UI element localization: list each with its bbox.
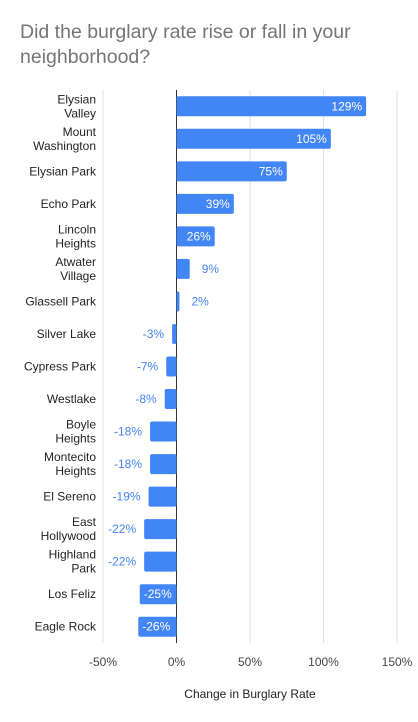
gridlines: [102, 90, 398, 643]
bars: 129% 105% 75% 39% 26% 9% 2% -3% -7% -8% -18% -18% -1…: [108, 96, 367, 637]
data-label: -22%: [108, 555, 136, 569]
data-label: 9%: [202, 262, 220, 276]
bar: [176, 226, 215, 247]
data-label: -18%: [114, 425, 142, 439]
bar: [176, 96, 367, 117]
bar: [144, 551, 177, 572]
bar: [144, 519, 177, 540]
category-label: Cypress Park: [24, 360, 97, 374]
data-label: 2%: [191, 294, 209, 308]
bar: [148, 486, 177, 507]
bar: [150, 421, 177, 442]
x-tick-label: 150%: [382, 655, 413, 669]
category-label: El Sereno: [43, 490, 96, 504]
category-label: Atwater Village: [55, 255, 96, 283]
data-label: -7%: [137, 360, 159, 374]
category-label: Eagle Rock: [35, 620, 97, 634]
bar: [176, 258, 190, 279]
category-label: East Hollywood: [41, 515, 97, 543]
bar: [176, 161, 287, 182]
data-label: -26%: [142, 620, 170, 634]
category-label: Boyle Heights: [55, 418, 96, 446]
bar: [172, 323, 177, 344]
data-label: 26%: [187, 229, 211, 243]
bar: [164, 389, 177, 410]
data-label: 129%: [331, 99, 362, 113]
category-label: Elysian Park: [29, 164, 97, 178]
category-label: Westlake: [47, 392, 96, 406]
category-label: Elysian Valley: [57, 92, 96, 120]
category-label: Lincoln Heights: [55, 222, 96, 250]
category-label: Highland Park: [49, 548, 97, 576]
data-label: 39%: [206, 197, 230, 211]
category-label: Silver Lake: [37, 327, 97, 341]
bar: [139, 584, 177, 605]
data-label: 75%: [259, 164, 283, 178]
bar: [138, 616, 177, 637]
x-tick-label: 100%: [308, 655, 339, 669]
category-label: Los Feliz: [48, 587, 96, 601]
chart-title: Did the burglary rate rise or fall in yo…: [20, 21, 351, 68]
data-label: -3%: [143, 327, 165, 341]
category-labels: Elysian Valley Mount Washington Elysian Park…: [24, 92, 97, 633]
category-label: Echo Park: [41, 197, 97, 211]
bar: [176, 128, 331, 149]
category-label: Glassell Park: [25, 294, 97, 308]
bar: [150, 454, 177, 475]
data-label: -19%: [113, 490, 141, 504]
x-axis-title: Change in Burglary Rate: [184, 687, 316, 701]
data-label: -18%: [114, 457, 142, 471]
data-label: -22%: [108, 522, 136, 536]
category-label: Montecito Heights: [44, 450, 96, 478]
data-label: -8%: [135, 392, 157, 406]
data-label: -25%: [144, 587, 172, 601]
category-label: Mount Washington: [33, 125, 97, 153]
x-tick-label: -50%: [89, 655, 117, 669]
bar: [176, 193, 234, 214]
x-tick-labels: -50% 0% 50% 100% 150%: [89, 655, 413, 669]
x-tick-label: 0%: [168, 655, 186, 669]
bar: [166, 356, 177, 377]
x-tick-label: 50%: [238, 655, 262, 669]
bar: [176, 291, 180, 312]
data-label: 105%: [296, 132, 327, 146]
